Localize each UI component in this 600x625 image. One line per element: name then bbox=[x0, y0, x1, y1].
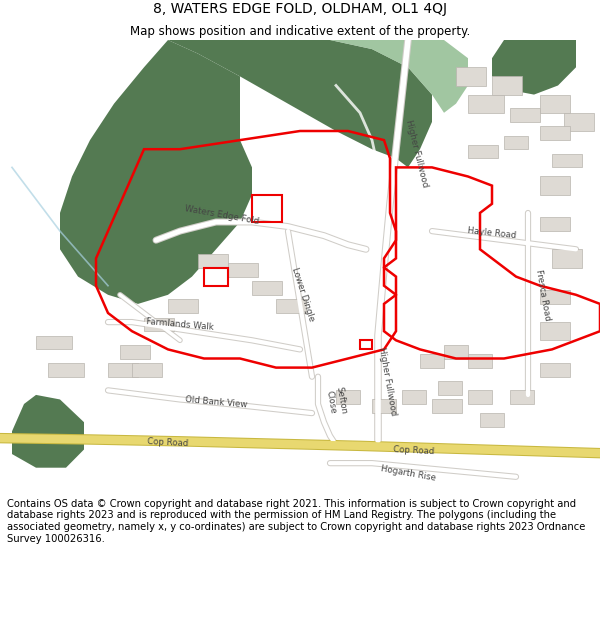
Bar bbox=[468, 391, 492, 404]
Bar bbox=[564, 112, 594, 131]
Bar bbox=[504, 136, 528, 149]
Bar bbox=[540, 363, 570, 377]
Bar bbox=[540, 290, 570, 304]
Text: Fresca Road: Fresca Road bbox=[534, 269, 552, 321]
Bar bbox=[468, 94, 504, 112]
Text: Waters Edge Fold: Waters Edge Fold bbox=[184, 204, 260, 226]
Bar bbox=[420, 354, 444, 367]
Text: Lower Dingle: Lower Dingle bbox=[290, 267, 316, 323]
Bar bbox=[468, 144, 498, 158]
Bar bbox=[276, 299, 306, 313]
Text: Higher Fullwood: Higher Fullwood bbox=[404, 119, 430, 188]
Bar bbox=[510, 108, 540, 122]
Bar bbox=[120, 345, 150, 359]
Bar bbox=[540, 217, 570, 231]
Text: Old Bank View: Old Bank View bbox=[185, 394, 247, 409]
Text: Hogarth Rise: Hogarth Rise bbox=[380, 464, 436, 482]
Text: Contains OS data © Crown copyright and database right 2021. This information is : Contains OS data © Crown copyright and d… bbox=[7, 499, 586, 544]
Bar bbox=[402, 391, 426, 404]
Bar bbox=[456, 68, 486, 86]
Bar bbox=[372, 399, 396, 413]
Bar bbox=[480, 413, 504, 427]
Text: Hayle Road: Hayle Road bbox=[467, 226, 517, 241]
Bar bbox=[48, 363, 84, 377]
Polygon shape bbox=[492, 40, 576, 94]
Bar bbox=[252, 195, 282, 222]
Polygon shape bbox=[168, 40, 432, 168]
Bar bbox=[36, 336, 72, 349]
Text: Cop Road: Cop Road bbox=[147, 437, 189, 448]
Bar bbox=[204, 268, 228, 286]
Text: Farmlands Walk: Farmlands Walk bbox=[146, 317, 214, 332]
Bar bbox=[360, 340, 372, 349]
Bar bbox=[432, 399, 462, 413]
Polygon shape bbox=[330, 40, 468, 112]
Bar bbox=[540, 126, 570, 140]
Text: Map shows position and indicative extent of the property.: Map shows position and indicative extent… bbox=[130, 25, 470, 38]
Bar bbox=[540, 176, 570, 195]
Bar bbox=[252, 281, 282, 295]
Bar bbox=[540, 94, 570, 112]
Text: Cop Road: Cop Road bbox=[393, 445, 435, 456]
Bar bbox=[444, 345, 468, 359]
Bar bbox=[438, 381, 462, 395]
Bar bbox=[492, 76, 522, 94]
Text: Sefton
Close: Sefton Close bbox=[324, 386, 348, 418]
Bar bbox=[198, 254, 228, 268]
Bar bbox=[552, 249, 582, 268]
Bar bbox=[228, 263, 258, 277]
Bar bbox=[540, 322, 570, 340]
Bar bbox=[108, 363, 138, 377]
Bar bbox=[468, 354, 492, 367]
Bar bbox=[168, 299, 198, 313]
Bar bbox=[510, 391, 534, 404]
Text: 8, WATERS EDGE FOLD, OLDHAM, OL1 4QJ: 8, WATERS EDGE FOLD, OLDHAM, OL1 4QJ bbox=[153, 2, 447, 16]
Bar bbox=[144, 318, 174, 331]
Polygon shape bbox=[60, 40, 252, 304]
Bar bbox=[336, 391, 360, 404]
Bar bbox=[552, 154, 582, 168]
Text: Higher Fullwood: Higher Fullwood bbox=[377, 346, 397, 416]
Bar bbox=[132, 363, 162, 377]
Polygon shape bbox=[12, 395, 84, 468]
